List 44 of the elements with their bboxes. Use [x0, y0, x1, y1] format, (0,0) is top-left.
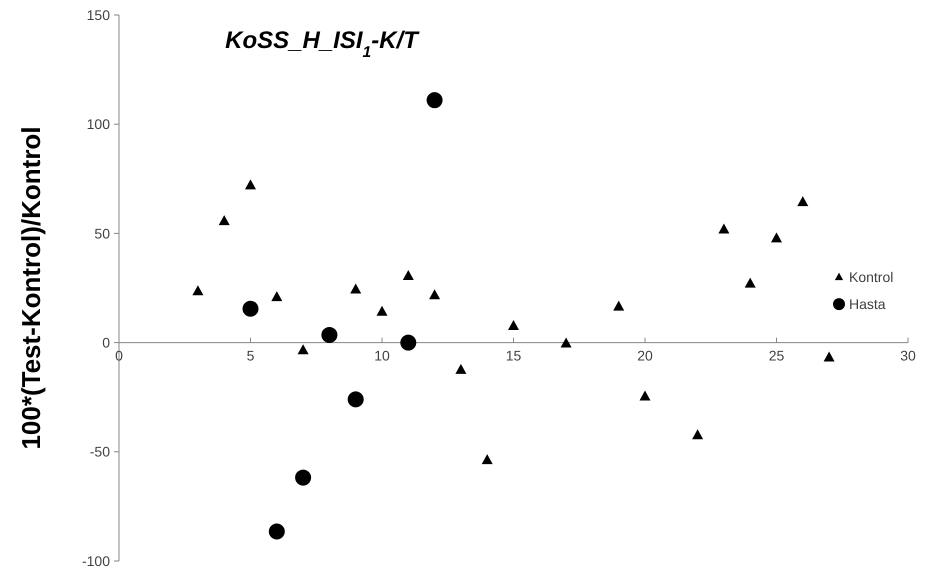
x-tick-label: 30	[900, 348, 916, 364]
x-tick-label: 15	[506, 348, 522, 364]
point	[640, 390, 650, 401]
point	[482, 454, 493, 464]
y-tick-label: 150	[86, 6, 110, 23]
point	[402, 270, 414, 280]
point	[400, 334, 416, 351]
y-tick-label: 50	[94, 225, 110, 242]
legend-label: Hasta	[849, 296, 886, 312]
point	[824, 351, 835, 362]
point	[245, 179, 256, 190]
point	[192, 285, 204, 296]
point	[797, 196, 808, 206]
y-tick-label: -100	[82, 552, 110, 569]
point	[298, 344, 309, 354]
x-tick-label: 10	[374, 348, 390, 364]
point	[321, 326, 338, 343]
point	[508, 320, 519, 330]
point	[268, 524, 285, 540]
point	[771, 232, 782, 242]
point	[718, 223, 730, 234]
point	[692, 429, 704, 440]
y-tick-label: 100	[86, 116, 110, 132]
point	[426, 92, 443, 108]
y-tick-label: -50	[90, 444, 110, 460]
point	[242, 300, 258, 317]
point	[613, 300, 624, 311]
x-tick-label: 25	[768, 348, 784, 364]
point	[271, 291, 282, 302]
point	[348, 391, 364, 408]
x-tick-label: 5	[246, 348, 255, 364]
point	[560, 337, 572, 348]
point	[744, 278, 756, 288]
point	[429, 289, 440, 300]
point	[350, 284, 362, 294]
y-axis-title: 100*(Test-Kontrol)/Kontrol	[16, 126, 46, 450]
y-tick-label: 0	[102, 334, 110, 350]
text: KoSS_H_ISI$_{1}$-K/T	[225, 27, 420, 60]
point	[218, 215, 230, 226]
legend-label: Kontrol	[849, 268, 894, 285]
x-tick-label: 20	[637, 348, 653, 364]
point	[455, 364, 466, 374]
point	[295, 470, 312, 486]
point	[376, 306, 388, 316]
